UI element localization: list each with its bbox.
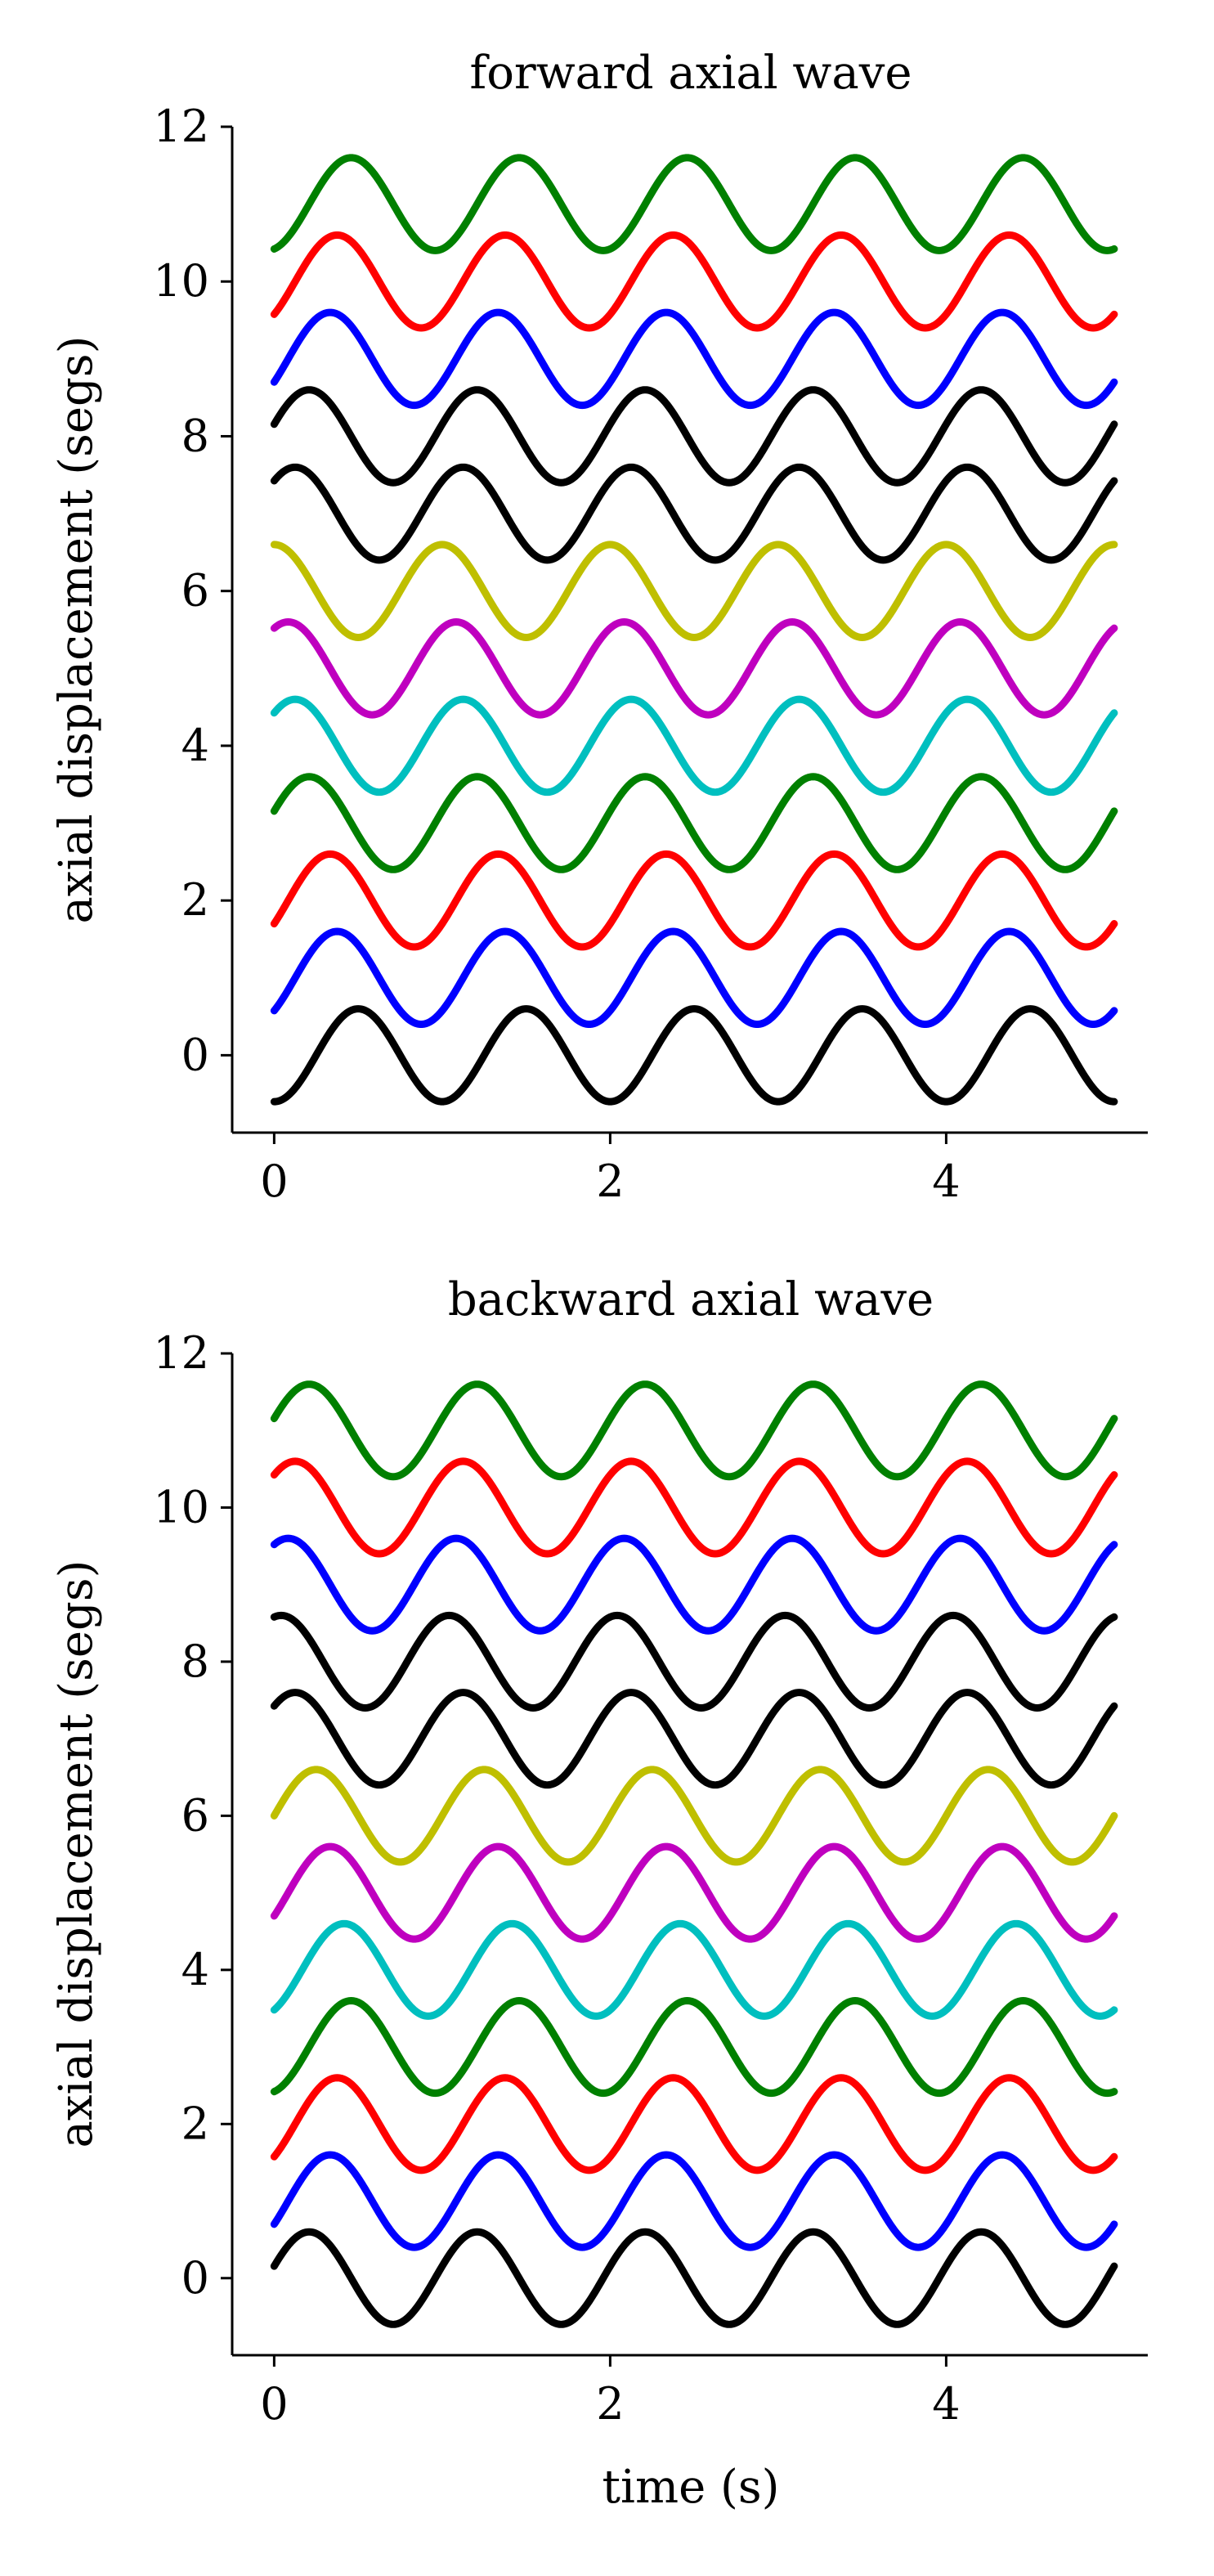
y-tick-label: 8 [181,410,209,461]
y-tick-label: 6 [181,1789,209,1841]
series-line-2 [270,850,1118,951]
series-line-1 [270,927,1118,1029]
series-line-0 [270,1005,1118,1106]
y-tick-label: 10 [153,255,209,307]
y-tick-label: 10 [153,1481,209,1533]
y-tick-label: 0 [181,1029,209,1080]
series-line-6 [270,1766,1118,1866]
y-tick-label: 8 [181,1636,209,1687]
series-line-0 [270,2228,1118,2328]
series-line-1 [270,2151,1118,2251]
series-line-2 [270,2074,1118,2174]
y-ticks: 0 2 4 6 8 10 12 [153,1327,232,2304]
x-ticks: 0 2 4 [260,2355,961,2430]
x-tick-label: 2 [596,2378,624,2430]
series-line-11 [270,1380,1118,1481]
trace-group [270,1380,1118,2328]
forward-wave-panel: forward axial wave 0 2 4 6 8 10 12 0 2 4 axial d… [50,47,1148,1207]
y-tick-label: 12 [153,101,209,152]
series-line-3 [270,773,1118,873]
series-line-7 [270,463,1118,564]
series-line-9 [270,1534,1118,1635]
trace-group [270,154,1118,1106]
series-line-4 [270,695,1118,797]
x-tick-label: 2 [596,1156,624,1207]
chart-title: forward axial wave [469,47,912,100]
y-tick-label: 2 [181,874,209,926]
x-tick-label: 4 [932,2378,960,2430]
series-line-8 [270,1611,1118,1712]
y-axis-label: axial displacement (segs) [50,1560,103,2148]
x-tick-label: 0 [260,1156,288,1207]
y-tick-label: 0 [181,2252,209,2304]
y-ticks: 0 2 4 6 8 10 12 [153,101,232,1080]
y-tick-label: 2 [181,2098,209,2149]
series-line-10 [270,1457,1118,1558]
y-tick-label: 4 [181,1944,209,1995]
x-tick-label: 4 [932,1156,960,1207]
series-line-10 [270,231,1118,332]
y-tick-label: 12 [153,1327,209,1379]
series-line-9 [270,308,1118,410]
x-axis-label: time (s) [603,2461,780,2514]
series-line-11 [270,154,1118,254]
y-axis-label: axial displacement (segs) [50,336,103,924]
x-ticks: 0 2 4 [260,1133,961,1207]
series-line-6 [270,541,1118,641]
series-line-3 [270,1997,1118,2098]
y-tick-label: 4 [181,720,209,771]
x-tick-label: 0 [260,2378,288,2430]
series-line-5 [270,1842,1118,1943]
series-line-7 [270,1689,1118,1789]
y-tick-label: 6 [181,565,209,617]
series-line-8 [270,386,1118,487]
series-line-4 [270,1919,1118,2020]
backward-wave-panel: backward axial wave 0 2 4 6 8 10 12 0 2 4 axial … [50,1273,1148,2514]
chart-title: backward axial wave [448,1273,934,1326]
series-line-5 [270,618,1118,719]
